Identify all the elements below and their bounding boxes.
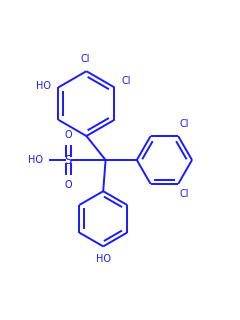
Text: S: S bbox=[65, 154, 72, 166]
Text: Cl: Cl bbox=[80, 53, 90, 63]
Text: HO: HO bbox=[36, 81, 51, 91]
Text: HO: HO bbox=[28, 155, 43, 165]
Text: O: O bbox=[65, 130, 72, 140]
Text: Cl: Cl bbox=[180, 189, 189, 199]
Text: HO: HO bbox=[96, 253, 111, 264]
Text: O: O bbox=[65, 180, 72, 190]
Text: Cl: Cl bbox=[180, 119, 189, 129]
Text: Cl: Cl bbox=[122, 76, 131, 86]
